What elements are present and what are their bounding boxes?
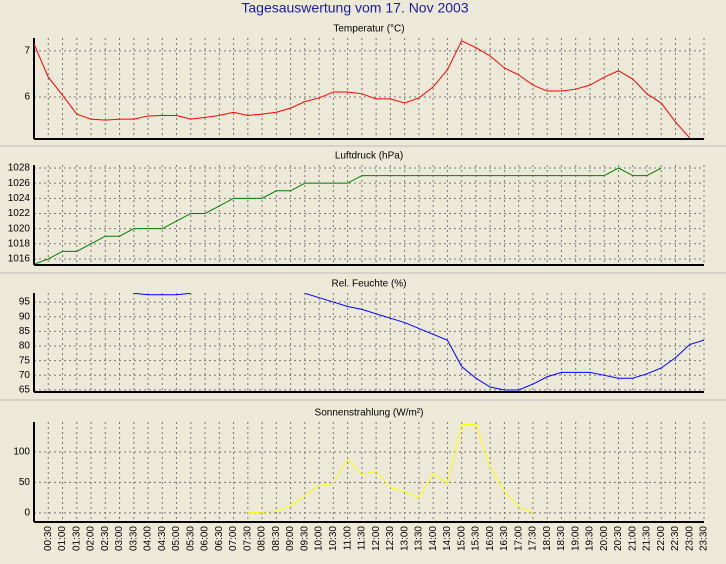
- x-tick-label: 14:30: [442, 526, 453, 551]
- x-tick-label: 18:30: [556, 526, 567, 551]
- x-tick-label: 21:00: [627, 526, 638, 551]
- x-tick-label: 15:00: [456, 526, 467, 551]
- y-tick-label: 6: [24, 92, 30, 103]
- x-tick-label: 02:30: [100, 526, 111, 551]
- x-tick-label: 06:30: [214, 526, 225, 551]
- x-tick-label: 23:00: [684, 526, 695, 551]
- series-line: [34, 167, 662, 265]
- x-tick-label: 09:30: [299, 526, 310, 551]
- x-tick-label: 10:00: [314, 526, 325, 551]
- x-tick-label: 01:30: [71, 526, 82, 551]
- page-title: Tagesauswertung vom 17. Nov 2003: [241, 0, 468, 16]
- x-tick-label: 14:00: [428, 526, 439, 551]
- x-tick-label: 05:30: [185, 526, 196, 551]
- series-line: [34, 40, 691, 139]
- y-tick-label: 90: [19, 311, 31, 322]
- x-tick-label: 16:00: [485, 526, 496, 551]
- x-tick-label: 07:00: [228, 526, 239, 551]
- x-tick-label: 20:30: [613, 526, 624, 551]
- x-tick-label: 04:00: [143, 526, 154, 551]
- y-tick-label: 80: [19, 341, 31, 352]
- x-tick-label: 12:30: [385, 526, 396, 551]
- x-tick-label: 07:30: [242, 526, 253, 551]
- y-tick-label: 7: [24, 46, 30, 57]
- x-tick-label: 22:00: [656, 526, 667, 551]
- x-tick-label: 11:30: [357, 526, 368, 551]
- y-tick-label: 100: [13, 447, 30, 458]
- x-tick-label: 05:00: [171, 526, 182, 551]
- x-tick-label: 01:00: [57, 526, 68, 551]
- y-tick-label: 1022: [8, 208, 31, 219]
- x-tick-label: 03:30: [128, 526, 139, 551]
- series-line: [247, 423, 534, 514]
- x-tick-label: 19:30: [585, 526, 596, 551]
- x-tick-label: 12:00: [371, 526, 382, 551]
- y-tick-label: 1018: [8, 238, 31, 249]
- x-tick-label: 11:00: [342, 526, 353, 551]
- y-tick-label: 1026: [8, 178, 31, 189]
- x-tick-label: 15:30: [471, 526, 482, 551]
- x-tick-label: 13:00: [399, 526, 410, 551]
- x-tick-label: 03:00: [114, 526, 125, 551]
- y-tick-label: 1020: [8, 223, 31, 234]
- chart-title: Temperatur (°C): [333, 24, 404, 35]
- x-tick-label: 00:30: [43, 526, 54, 551]
- x-tick-label: 13:30: [414, 526, 425, 551]
- x-tick-label: 21:30: [642, 526, 653, 551]
- y-tick-label: 50: [19, 477, 31, 488]
- x-tick-label: 19:00: [570, 526, 581, 551]
- y-tick-label: 1024: [8, 193, 31, 204]
- y-tick-label: 1016: [8, 254, 31, 265]
- x-tick-label: 08:00: [257, 526, 268, 551]
- y-tick-label: 75: [19, 355, 31, 366]
- y-tick-label: 1028: [8, 163, 31, 174]
- x-tick-label: 02:00: [86, 526, 97, 551]
- x-tick-label: 17:30: [528, 526, 539, 551]
- x-tick-label: 18:00: [542, 526, 553, 551]
- x-tick-label: 08:30: [271, 526, 282, 551]
- y-tick-label: 70: [19, 370, 31, 381]
- chart-title: Luftdruck (hPa): [335, 151, 403, 162]
- y-tick-label: 95: [19, 297, 31, 308]
- x-tick-label: 06:00: [200, 526, 211, 551]
- x-tick-label: 09:00: [285, 526, 296, 551]
- x-tick-label: 22:30: [670, 526, 681, 551]
- series-line: [133, 293, 704, 391]
- x-tick-label: 04:30: [157, 526, 168, 551]
- x-tick-label: 10:30: [328, 526, 339, 551]
- y-tick-label: 65: [19, 385, 31, 396]
- x-tick-label: 23:30: [699, 526, 710, 551]
- x-tick-label: 20:00: [599, 526, 610, 551]
- chart-title: Rel. Feuchte (%): [331, 279, 406, 290]
- y-tick-label: 85: [19, 326, 31, 337]
- chart-title: Sonnenstrahlung (W/m²): [315, 408, 424, 419]
- x-tick-label: 16:30: [499, 526, 510, 551]
- x-tick-label: 17:00: [513, 526, 524, 551]
- y-tick-label: 0: [24, 507, 30, 518]
